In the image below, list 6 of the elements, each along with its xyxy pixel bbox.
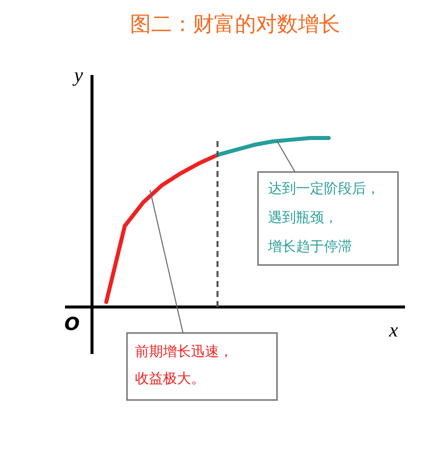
chart-title: 图二：财富的对数增长: [130, 12, 340, 36]
y-axis-title: y: [72, 64, 84, 86]
annotation: 达到一定阶段后，遇到瓶颈，增长趋于停滞: [267, 181, 380, 255]
text: O: [64, 314, 80, 335]
x-axis-title: x: [388, 320, 398, 342]
text: 前期增长迅速，收益极大。: [135, 344, 233, 387]
